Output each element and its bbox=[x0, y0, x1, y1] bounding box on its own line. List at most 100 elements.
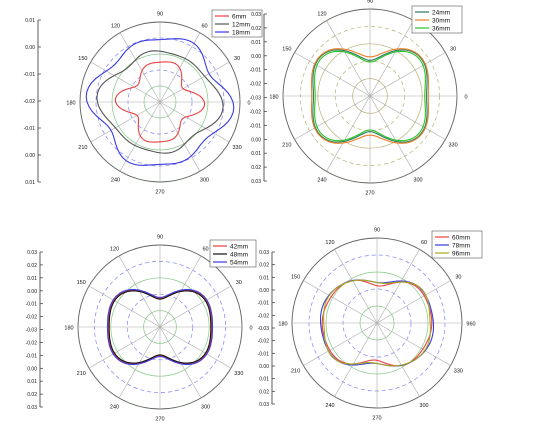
grid-spoke bbox=[159, 285, 232, 328]
angle-tick-label: 300 bbox=[419, 403, 428, 409]
r-tick-label: 0.01 bbox=[251, 40, 261, 46]
r-tick-label: 0.00 bbox=[251, 137, 261, 143]
angle-tick-label: 240 bbox=[325, 403, 334, 409]
grid-spoke bbox=[90, 101, 161, 143]
angle-tick-label: 120 bbox=[110, 247, 119, 253]
r-tick-label: -0.02 bbox=[250, 82, 262, 88]
angle-tick-label: 150 bbox=[77, 280, 86, 286]
r-tick-label: 0.01 bbox=[251, 151, 261, 157]
angle-tick-label: 240 bbox=[110, 404, 119, 410]
angle-tick-label: 270 bbox=[155, 417, 164, 423]
angle-tick-label: 180 bbox=[66, 101, 75, 107]
grid-spoke bbox=[159, 101, 201, 172]
angle-tick-label: 330 bbox=[449, 143, 458, 149]
angle-tick-label: 210 bbox=[78, 145, 87, 151]
r-tick-label: 0.02 bbox=[27, 263, 37, 269]
r-tick-label: 0.01 bbox=[259, 275, 269, 281]
polar-chart-4: 90 60 30 960 330 300 270 240 210 180 150 120 0.03 0.0… bbox=[258, 228, 483, 422]
r-tick-label: 0.01 bbox=[27, 379, 37, 385]
r-tick-label: -0.01 bbox=[26, 353, 38, 359]
angle-tick-label: 270 bbox=[372, 416, 381, 422]
angle-tick-label: 270 bbox=[155, 190, 164, 196]
grid-spoke bbox=[88, 326, 161, 369]
r-tick-label: 0.02 bbox=[27, 392, 37, 398]
r-tick-label: 0.00 bbox=[25, 45, 35, 51]
grid-spoke bbox=[119, 101, 161, 172]
series-line-36mm bbox=[314, 50, 426, 142]
angle-tick-label: 0 bbox=[249, 326, 252, 332]
legend-label: 78mm bbox=[452, 243, 470, 250]
angle-tick-label: 210 bbox=[282, 143, 291, 149]
r-tick-label: 0.03 bbox=[259, 402, 269, 408]
legend-label: 42mm bbox=[230, 244, 248, 251]
r-tick-label: -0.01 bbox=[24, 72, 36, 78]
r-tick-label: 0.03 bbox=[27, 405, 37, 411]
angle-tick-label: 0 bbox=[464, 95, 467, 101]
r-tick-label: -0.01 bbox=[250, 123, 262, 129]
legend-label: 48mm bbox=[230, 252, 248, 259]
series-line-24mm bbox=[312, 49, 428, 143]
series-line-42mm bbox=[107, 289, 213, 365]
angle-tick-label: 0 bbox=[247, 101, 250, 107]
angle-tick-label: 120 bbox=[317, 11, 326, 17]
grid-spoke bbox=[369, 20, 414, 97]
r-tick-label: 0.00 bbox=[27, 289, 37, 295]
angle-tick-label: 240 bbox=[317, 178, 326, 184]
r-tick-label: -0.02 bbox=[250, 109, 262, 115]
r-tick-label: -0.01 bbox=[26, 302, 38, 308]
grid-spoke bbox=[326, 95, 371, 172]
r-tick-label: 0.00 bbox=[259, 288, 269, 294]
grid-spoke bbox=[376, 322, 451, 366]
r-tick-label: -0.02 bbox=[258, 313, 270, 319]
r-tick-label: -0.01 bbox=[24, 126, 36, 132]
angle-tick-label: 60 bbox=[421, 240, 427, 246]
r-tick-label: 0.00 bbox=[259, 364, 269, 370]
angle-tick-label: 120 bbox=[325, 240, 334, 246]
angle-tick-label: 90 bbox=[367, 0, 373, 5]
angle-tick-label: 150 bbox=[78, 56, 87, 62]
angle-tick-label: 270 bbox=[365, 191, 374, 197]
r-tick-label: -0.03 bbox=[250, 96, 262, 102]
grid-spoke bbox=[303, 280, 378, 324]
r-tick-label: -0.01 bbox=[258, 301, 270, 307]
legend-label: 24mm bbox=[432, 10, 450, 17]
angle-tick-label: 30 bbox=[455, 275, 461, 281]
grid-spoke bbox=[159, 61, 230, 103]
series-line-6mm bbox=[114, 61, 206, 143]
r-tick-label: -0.02 bbox=[258, 339, 270, 345]
angle-tick-label: 300 bbox=[413, 178, 422, 184]
grid-spoke bbox=[334, 322, 378, 397]
r-tick-label: -0.02 bbox=[24, 99, 36, 105]
grid-spoke bbox=[369, 52, 446, 97]
r-tick-label: -0.02 bbox=[26, 315, 38, 321]
angle-tick-label: 30 bbox=[450, 47, 456, 53]
grid-spoke bbox=[334, 249, 378, 324]
grid-spoke bbox=[376, 249, 420, 324]
series-line-96mm bbox=[323, 279, 431, 367]
r-tick-label: 0.02 bbox=[259, 389, 269, 395]
grid-spoke bbox=[119, 32, 161, 103]
angle-tick-label: 330 bbox=[233, 145, 242, 151]
polar-chart-3: 90603003303002702402101801501200.030.020… bbox=[26, 235, 257, 423]
r-tick-label: -0.01 bbox=[258, 351, 270, 357]
r-tick-label: -0.03 bbox=[26, 328, 38, 334]
legend-label: 54mm bbox=[230, 260, 248, 267]
grid-spoke bbox=[159, 32, 201, 103]
angle-tick-label: 330 bbox=[454, 369, 463, 375]
angle-tick-label: 60 bbox=[201, 23, 207, 29]
r-tick-label: 0.00 bbox=[27, 366, 37, 372]
grid-spoke bbox=[326, 20, 371, 97]
angle-tick-label: 330 bbox=[234, 371, 243, 377]
grid-spoke bbox=[376, 322, 420, 397]
series-line-30mm bbox=[310, 48, 430, 144]
r-tick-label: 0.01 bbox=[27, 276, 37, 282]
angle-tick-label: 150 bbox=[291, 275, 300, 281]
grid-spoke bbox=[303, 322, 378, 366]
angle-tick-label: 30 bbox=[236, 280, 242, 286]
legend-label: 36mm bbox=[432, 26, 450, 33]
r-tick-label: 0.00 bbox=[251, 54, 261, 60]
angle-tick-label: 180 bbox=[278, 322, 287, 328]
legend-label: 96mm bbox=[452, 251, 470, 258]
grid-spoke bbox=[376, 280, 451, 324]
angle-tick-label: 90 bbox=[374, 228, 380, 234]
